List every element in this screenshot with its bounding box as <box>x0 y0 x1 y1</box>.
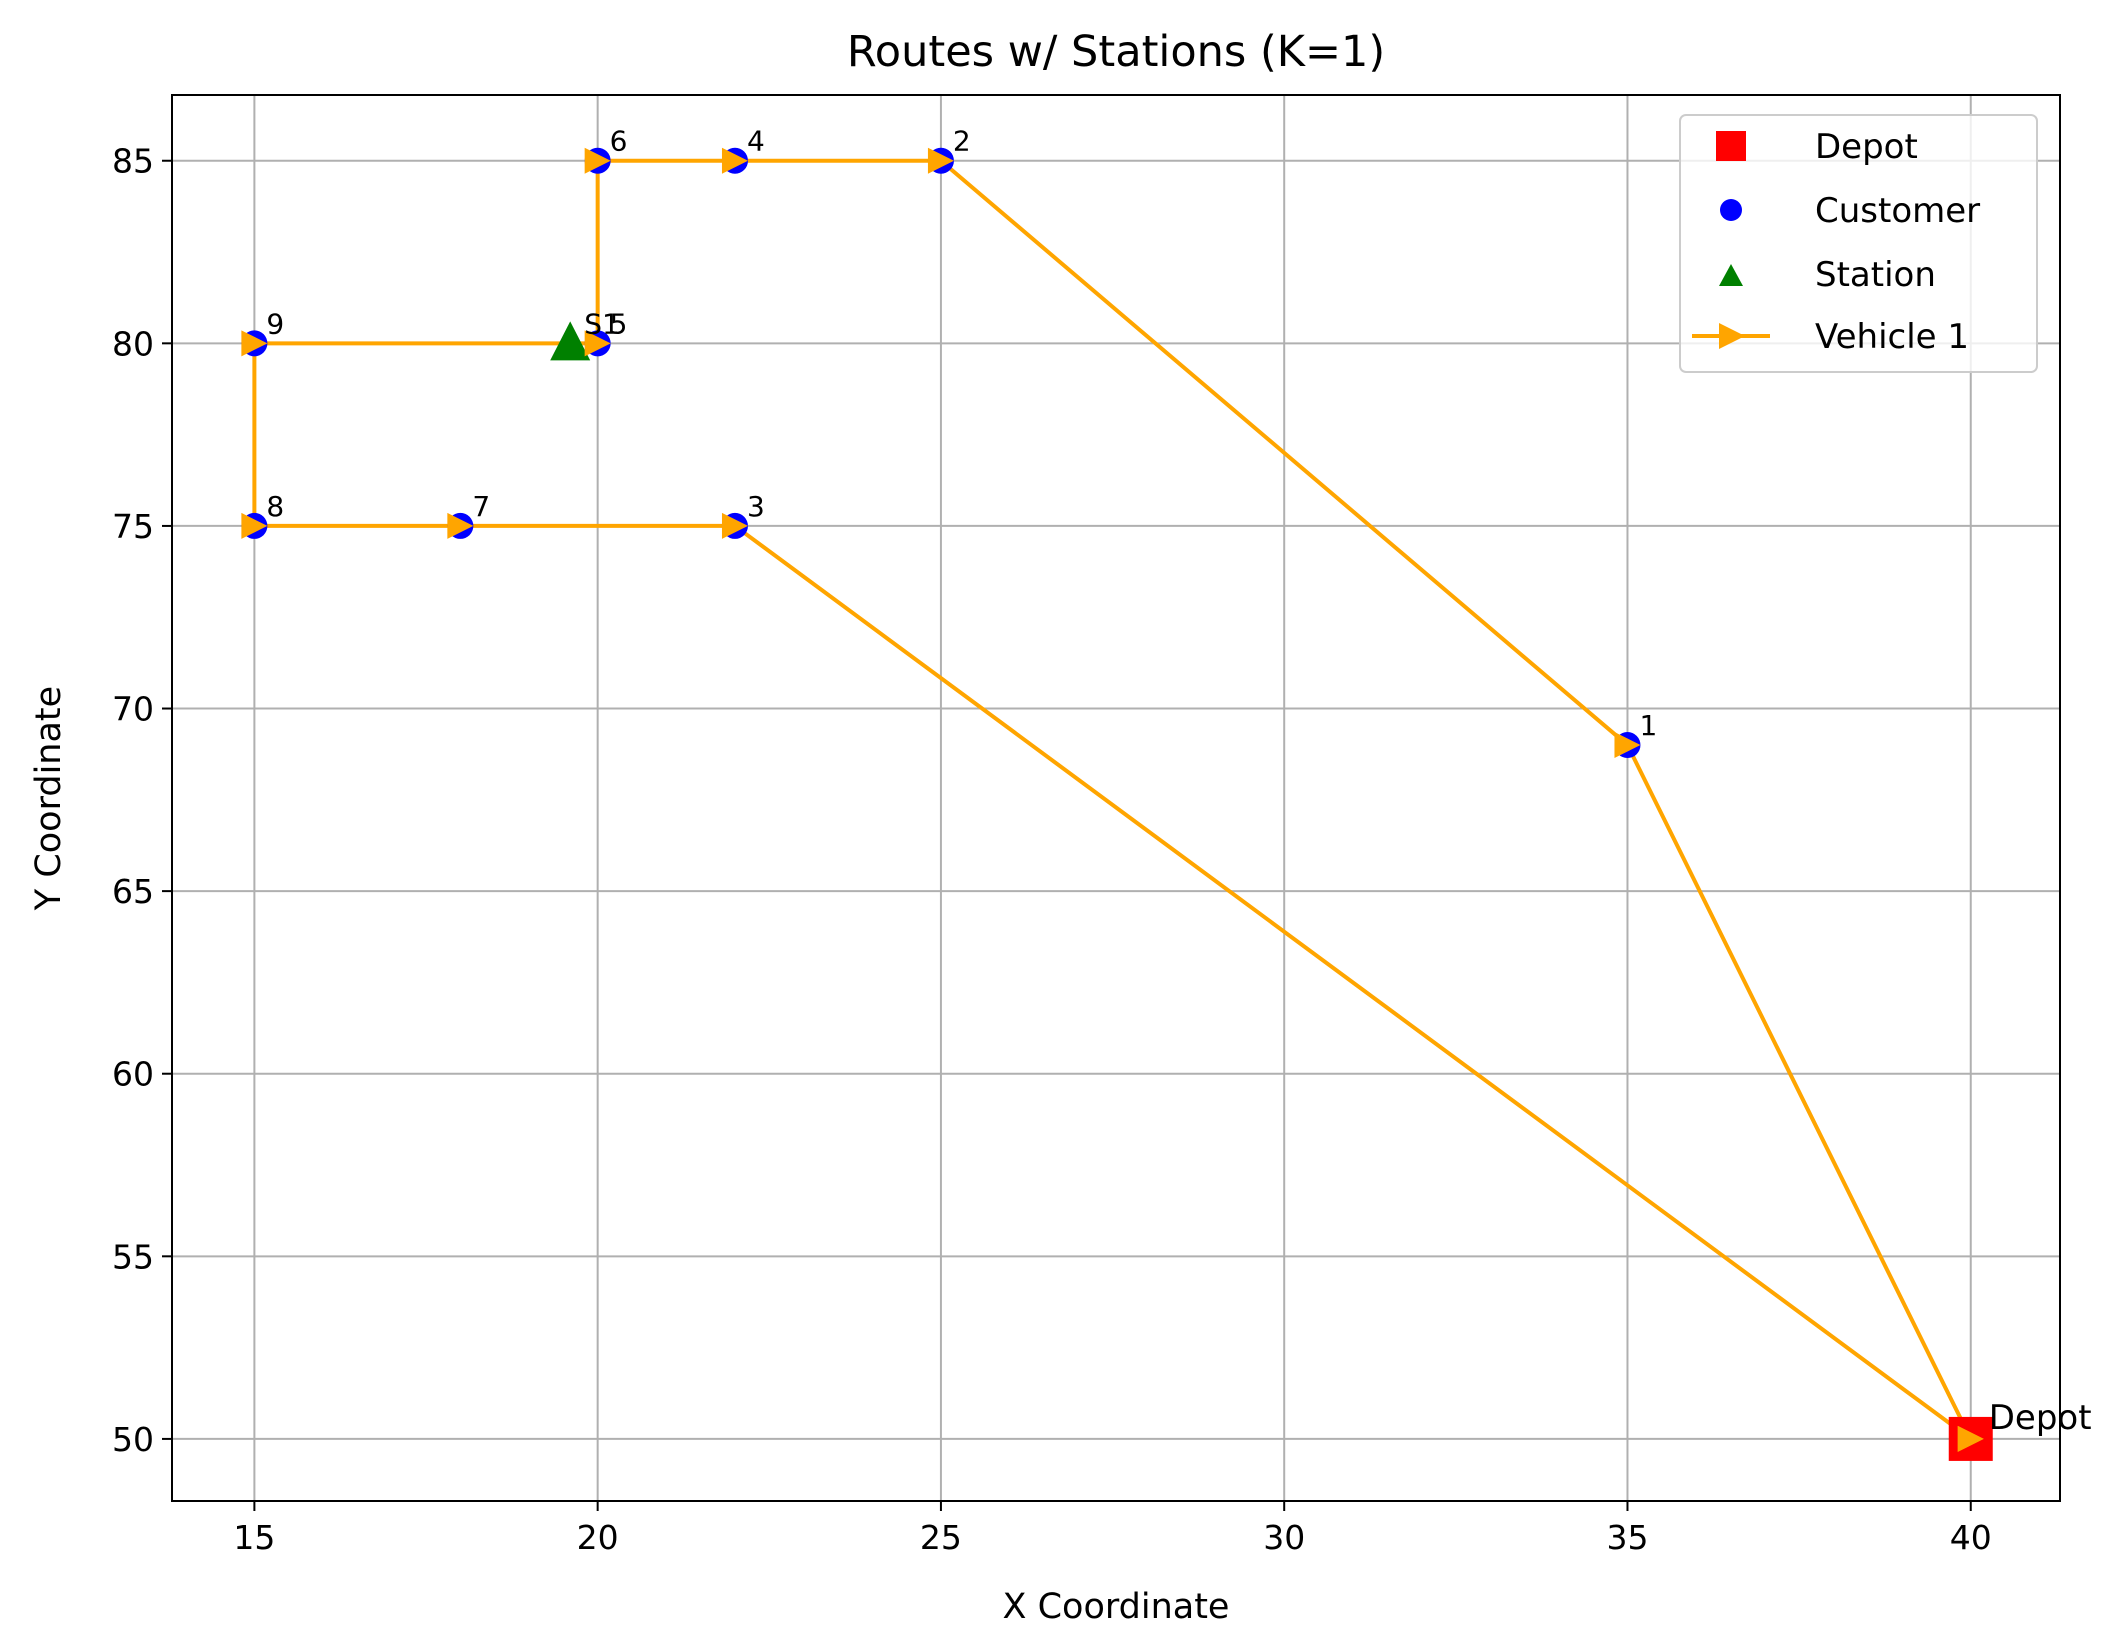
route-arrow-marker <box>721 512 748 539</box>
x-tick-label: 25 <box>920 1518 962 1557</box>
route-arrow-marker <box>1614 732 1641 759</box>
x-tick-label: 40 <box>1950 1518 1992 1557</box>
y-tick-label: 75 <box>112 507 154 546</box>
route-arrow-marker <box>241 512 268 539</box>
chart-title: Routes w/ Stations (K=1) <box>847 27 1385 77</box>
customer-label: 5 <box>610 307 628 340</box>
point-labels: Depot 1 2 3 4 5 6 7 8 9 S1 <box>266 125 2091 1438</box>
x-tick-label: 35 <box>1606 1518 1648 1557</box>
legend-route-arrow-icon <box>1719 323 1745 349</box>
route-arrow-marker <box>1957 1425 1984 1452</box>
y-axis-label: Y Coordinate <box>29 686 69 911</box>
customer-label: 2 <box>953 125 971 158</box>
route-arrow-marker <box>584 330 611 357</box>
customer-label: 9 <box>266 307 284 340</box>
customer-label: 1 <box>1639 709 1657 742</box>
route-arrow-marker <box>584 147 611 174</box>
y-tick-label: 80 <box>112 324 154 363</box>
customer-label: 3 <box>747 490 765 523</box>
x-tick-label: 20 <box>577 1518 619 1557</box>
legend-station-triangle-icon <box>1719 264 1743 286</box>
legend-label-depot: Depot <box>1815 127 1918 167</box>
x-tick-label: 30 <box>1263 1518 1305 1557</box>
x-tick-label: 15 <box>233 1518 275 1557</box>
route-arrow-markers <box>241 147 1984 1452</box>
depot-label: Depot <box>1989 1398 2092 1438</box>
y-tick-label: 60 <box>112 1055 154 1094</box>
legend-depot-square-icon <box>1716 131 1746 161</box>
legend-label-customer: Customer <box>1815 191 1980 231</box>
customer-label: 7 <box>472 490 490 523</box>
route-arrow-marker <box>721 147 748 174</box>
x-axis-label: X Coordinate <box>1003 1587 1230 1627</box>
legend: Depot Customer Station Vehicle 1 <box>1679 114 2038 373</box>
customer-label: 6 <box>610 125 628 158</box>
y-tick-label: 85 <box>112 142 154 181</box>
y-tick-label: 55 <box>112 1237 154 1276</box>
station-label: S1 <box>584 307 620 340</box>
customer-label: 4 <box>747 125 765 158</box>
y-tick-label: 70 <box>112 690 154 729</box>
legend-label-station: Station <box>1815 255 1936 295</box>
y-tick-label: 50 <box>112 1420 154 1459</box>
route-arrow-marker <box>241 330 268 357</box>
plot-frame <box>171 94 2061 1502</box>
legend-label-vehicle-1: Vehicle 1 <box>1815 317 1969 357</box>
station-marker <box>550 321 591 361</box>
route-arrow-marker <box>447 512 474 539</box>
grid-lines <box>172 95 2060 1501</box>
customer-label: 8 <box>266 490 284 523</box>
legend-customer-circle-icon <box>1720 199 1742 221</box>
legend-box <box>1679 114 2038 373</box>
y-tick-label: 65 <box>112 872 154 911</box>
route-arrow-marker <box>927 147 954 174</box>
